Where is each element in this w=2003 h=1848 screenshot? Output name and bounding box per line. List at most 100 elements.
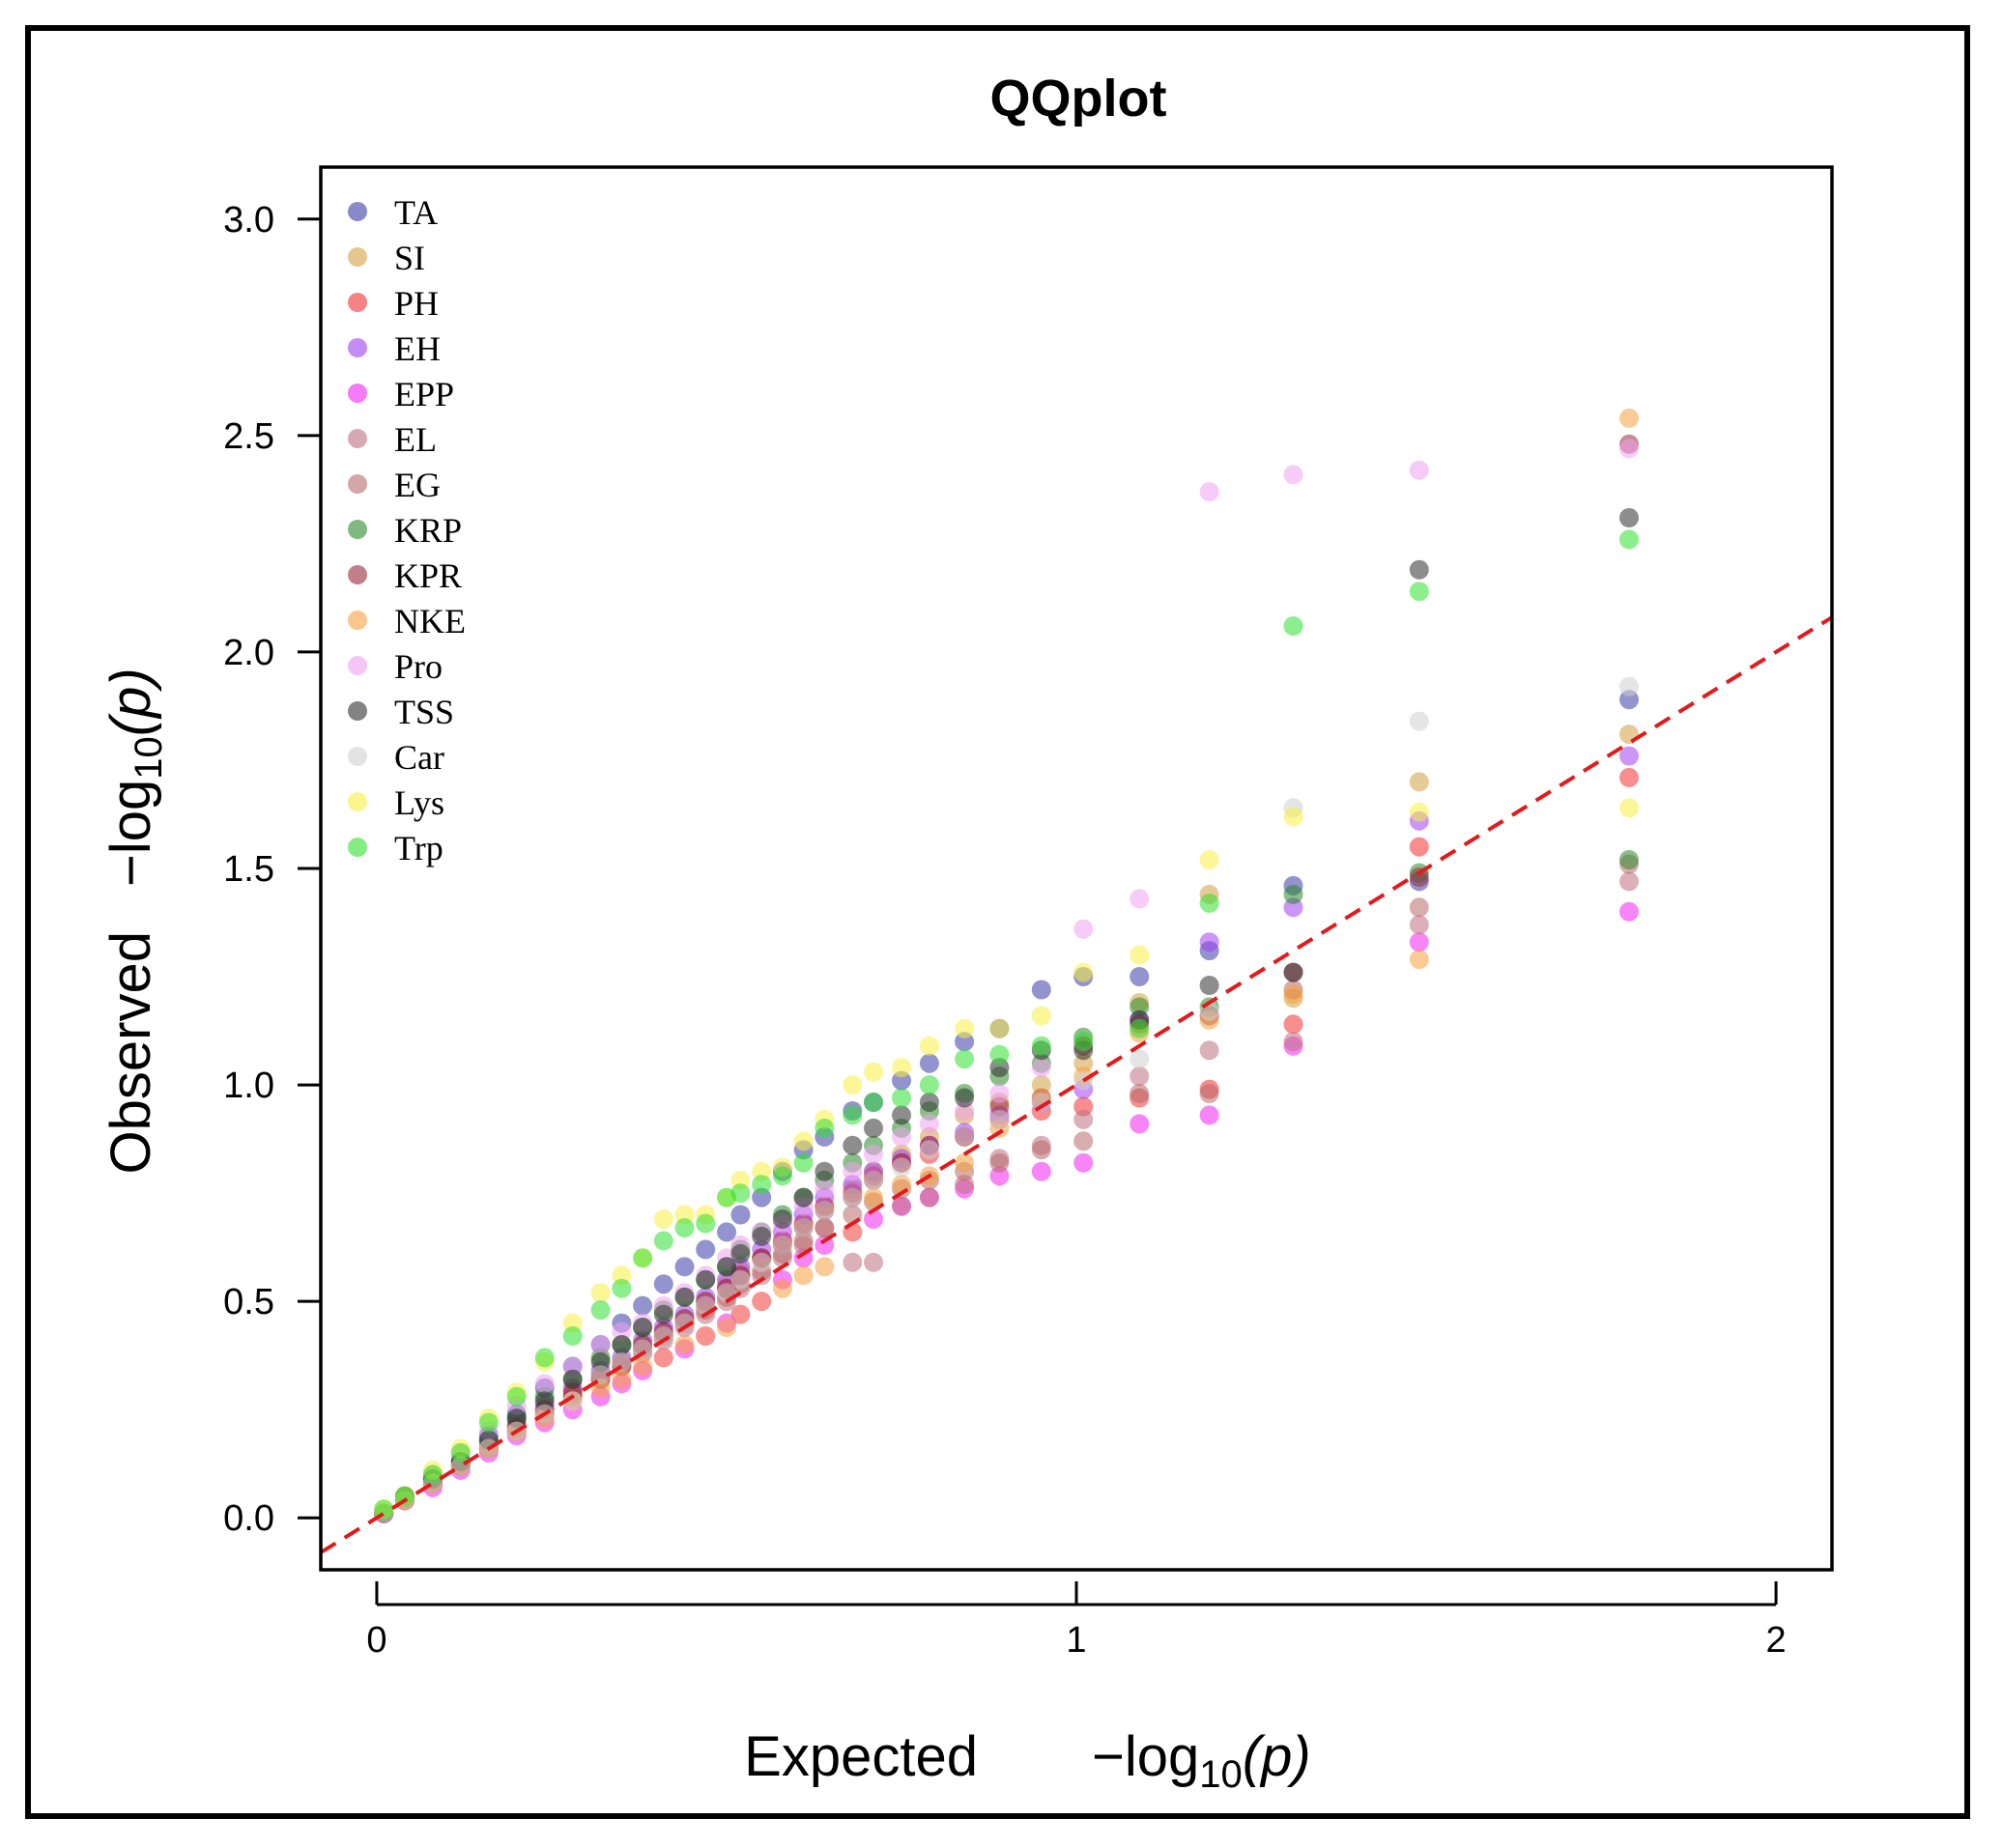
legend-marker-el [348, 429, 367, 448]
point-el-10 [892, 1196, 911, 1216]
point-trp-22 [633, 1248, 653, 1268]
legend-label-trp: Trp [394, 829, 444, 867]
point-trp-9 [919, 1075, 939, 1095]
point-trp-19 [696, 1213, 716, 1234]
point-trp-12 [843, 1105, 863, 1125]
legend-marker-car [348, 747, 367, 766]
legend-label-eg: EG [394, 466, 441, 504]
point-pro-10 [892, 1126, 911, 1147]
y-tick-label: 0.0 [223, 1498, 274, 1539]
point-trp-6 [1031, 1036, 1051, 1056]
point-nke-11 [864, 1187, 883, 1208]
x-axis-label: Expected [744, 1725, 978, 1788]
point-epp-4 [1130, 1114, 1150, 1134]
point-trp-4 [1130, 1018, 1150, 1038]
point-el-4 [1130, 1066, 1150, 1087]
point-kpr-1 [1409, 867, 1429, 887]
point-epp-0 [1619, 901, 1639, 922]
legend: TA SI PH EH EPP EL EG KRP KPR NKE Pro TSS Car Lys Trp [348, 193, 466, 867]
point-trp-30 [422, 1464, 443, 1485]
point-pro-6 [1031, 1058, 1051, 1078]
point-el-3 [1199, 1040, 1219, 1061]
point-trp-23 [612, 1278, 632, 1298]
point-trp-21 [653, 1231, 673, 1251]
point-nke-18 [717, 1318, 736, 1337]
figure-frame [25, 25, 1970, 1819]
point-pro-0 [1619, 439, 1639, 459]
point-el-1 [1409, 915, 1429, 935]
legend-label-ph: PH [394, 284, 439, 323]
x-axis-label-arg: (p) [1243, 1725, 1311, 1788]
point-si-1 [1409, 772, 1429, 792]
legend-marker-tss [348, 701, 367, 721]
point-trp-5 [1073, 1032, 1094, 1052]
y-axis-label: Observed [100, 931, 162, 1174]
point-epp-6 [1031, 1161, 1051, 1181]
point-car-21 [653, 1326, 673, 1346]
point-trp-20 [674, 1218, 695, 1237]
point-car-23 [612, 1351, 632, 1372]
point-car-17 [730, 1269, 751, 1290]
point-lys-5 [1073, 962, 1094, 982]
point-nke-8 [955, 1152, 975, 1173]
legend-label-si: SI [394, 239, 425, 277]
point-el-5 [1073, 1109, 1094, 1129]
legend-label-lys: Lys [394, 783, 444, 822]
point-nke-19 [696, 1326, 716, 1346]
point-tss-13 [815, 1161, 835, 1181]
point-pro-9 [919, 1114, 939, 1134]
legend-marker-epp [348, 384, 367, 403]
x-tick-label: 2 [1766, 1620, 1787, 1661]
point-pro-12 [843, 1161, 863, 1181]
point-trp-29 [450, 1443, 471, 1463]
point-eg-5 [1073, 1131, 1094, 1151]
point-tss-15 [772, 1209, 792, 1229]
x-axis-label-neg: −log [1092, 1725, 1199, 1788]
point-nke-1 [1409, 950, 1429, 970]
point-pro-1 [1409, 460, 1429, 480]
point-eg-13 [815, 1218, 835, 1237]
point-tss-16 [752, 1226, 772, 1246]
point-epp-13 [815, 1235, 835, 1255]
legend-marker-si [348, 247, 367, 267]
point-car-25 [562, 1391, 583, 1411]
point-lys-8 [955, 1018, 975, 1038]
point-nke-20 [674, 1335, 695, 1354]
point-trp-2 [1283, 616, 1303, 636]
point-trp-11 [864, 1093, 883, 1112]
point-trp-8 [955, 1049, 975, 1069]
point-trp-27 [506, 1386, 527, 1407]
legend-label-eh: EH [394, 329, 441, 368]
point-tss-21 [653, 1304, 673, 1324]
point-lys-1 [1409, 802, 1429, 822]
point-ta-9 [919, 1053, 939, 1073]
point-krp-2 [1283, 884, 1303, 904]
point-trp-15 [772, 1166, 792, 1186]
point-ph-0 [1619, 767, 1639, 787]
point-tss-9 [919, 1093, 939, 1112]
point-car-14 [793, 1218, 814, 1237]
point-tss-8 [955, 1088, 975, 1108]
point-nke-22 [633, 1356, 653, 1377]
point-pro-4 [1130, 889, 1150, 909]
legend-label-tss: TSS [394, 693, 454, 731]
x-tick-label: 1 [1066, 1620, 1086, 1661]
legend-label-nke: NKE [394, 602, 466, 640]
point-tss-11 [864, 1118, 883, 1138]
point-tss-25 [562, 1369, 583, 1389]
point-lys-12 [843, 1075, 863, 1095]
point-trp-7 [989, 1044, 1010, 1065]
point-tss-22 [633, 1318, 653, 1337]
point-lys-7 [989, 1018, 1010, 1038]
point-trp-25 [562, 1326, 583, 1346]
point-eg-7 [989, 1152, 1010, 1173]
point-nke-13 [815, 1257, 835, 1277]
point-lys-24 [590, 1283, 611, 1303]
point-trp-13 [815, 1118, 835, 1138]
legend-marker-lys [348, 792, 367, 811]
point-car-22 [633, 1339, 653, 1359]
point-eh-3 [1199, 932, 1219, 952]
point-car-11 [864, 1170, 883, 1190]
point-tss-10 [892, 1105, 911, 1125]
point-tss-2 [1283, 962, 1303, 982]
